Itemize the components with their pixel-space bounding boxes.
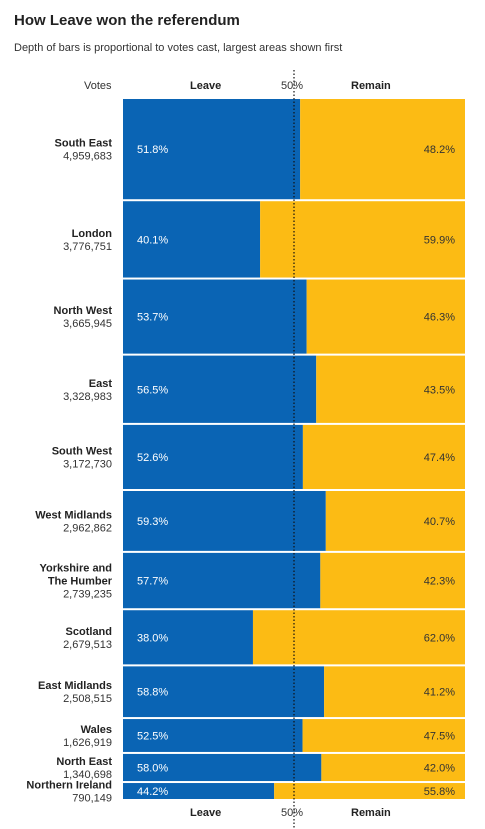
- region-votes: 3,172,730: [63, 458, 112, 470]
- remain-bar: [302, 424, 465, 490]
- leave-bar: [123, 783, 275, 799]
- remain-bar: [274, 783, 465, 799]
- region-votes: 3,776,751: [63, 241, 112, 253]
- leave-pct-label: 59.3%: [137, 516, 168, 528]
- remain-column-header: Remain: [351, 80, 391, 92]
- region-votes: 2,739,235: [63, 589, 112, 601]
- region-votes: 1,626,919: [63, 737, 112, 749]
- leave-bar: [123, 201, 261, 278]
- region-name: Yorkshire and: [39, 563, 112, 575]
- remain-pct-label: 43.5%: [424, 384, 455, 396]
- remain-pct-label: 55.8%: [424, 786, 455, 798]
- leave-bar: [123, 279, 307, 354]
- remain-column-footer: Remain: [351, 807, 391, 819]
- leave-bar: [123, 719, 303, 752]
- leave-bar: [123, 552, 321, 609]
- remain-bar: [324, 666, 465, 718]
- leave-pct-label: 53.7%: [137, 312, 168, 324]
- region-name: West Midlands: [35, 509, 112, 521]
- remain-bar: [300, 99, 465, 200]
- remain-pct-label: 41.2%: [424, 687, 455, 699]
- region-votes: 790,149: [72, 793, 112, 805]
- remain-bar: [252, 610, 465, 665]
- region-votes: 1,340,698: [63, 769, 112, 781]
- chart-title: How Leave won the referendum: [14, 12, 240, 29]
- region-name: Northern Ireland: [26, 780, 112, 792]
- region-name: The Humber: [48, 576, 113, 588]
- remain-pct-label: 46.3%: [424, 312, 455, 324]
- region-votes: 3,665,945: [63, 318, 112, 330]
- leave-pct-label: 52.6%: [137, 452, 168, 464]
- region-votes: 2,962,862: [63, 522, 112, 534]
- leave-pct-label: 51.8%: [137, 144, 168, 156]
- leave-column-header: Leave: [190, 80, 222, 92]
- region-name: East: [89, 378, 113, 390]
- leave-bar: [123, 753, 322, 782]
- remain-pct-label: 59.9%: [424, 234, 455, 246]
- leave-pct-label: 52.5%: [137, 731, 168, 743]
- leave-column-footer: Leave: [190, 807, 222, 819]
- remain-bar: [325, 491, 465, 551]
- remain-pct-label: 40.7%: [424, 516, 455, 528]
- region-votes: 2,679,513: [63, 639, 112, 651]
- midline-label-top: 50%: [281, 80, 304, 92]
- region-name: East Midlands: [38, 680, 112, 692]
- leave-bar: [123, 666, 325, 718]
- remain-bar: [320, 552, 465, 609]
- leave-bar: [123, 424, 303, 490]
- leave-pct-label: 56.5%: [137, 384, 168, 396]
- leave-pct-label: 57.7%: [137, 576, 168, 588]
- remain-pct-label: 47.5%: [424, 731, 455, 743]
- remain-bar: [316, 355, 465, 423]
- midline-label-bottom: 50%: [281, 807, 304, 819]
- remain-pct-label: 47.4%: [424, 452, 455, 464]
- region-name: North West: [54, 305, 113, 317]
- leave-bar: [123, 99, 301, 200]
- leave-pct-label: 44.2%: [137, 786, 168, 798]
- remain-pct-label: 42.3%: [424, 576, 455, 588]
- leave-pct-label: 38.0%: [137, 632, 168, 644]
- region-name: Wales: [81, 724, 112, 736]
- region-name: London: [72, 228, 113, 240]
- region-name: South East: [55, 138, 113, 150]
- region-votes: 2,508,515: [63, 693, 112, 705]
- remain-bar: [302, 719, 465, 752]
- region-name: Scotland: [66, 626, 112, 638]
- leave-bar: [123, 355, 317, 423]
- region-votes: 3,328,983: [63, 391, 112, 403]
- remain-bar: [321, 753, 465, 782]
- remain-bar: [306, 279, 465, 354]
- leave-pct-label: 58.8%: [137, 687, 168, 699]
- remain-pct-label: 42.0%: [424, 762, 455, 774]
- region-name: North East: [56, 756, 112, 768]
- leave-pct-label: 58.0%: [137, 762, 168, 774]
- leave-bar: [123, 491, 326, 551]
- remain-pct-label: 62.0%: [424, 632, 455, 644]
- chart-subtitle: Depth of bars is proportional to votes c…: [14, 42, 343, 54]
- remain-pct-label: 48.2%: [424, 144, 455, 156]
- leave-bar: [123, 610, 253, 665]
- region-votes: 4,959,683: [63, 151, 112, 163]
- leave-pct-label: 40.1%: [137, 234, 168, 246]
- region-name: South West: [52, 445, 113, 457]
- votes-column-header: Votes: [84, 80, 112, 92]
